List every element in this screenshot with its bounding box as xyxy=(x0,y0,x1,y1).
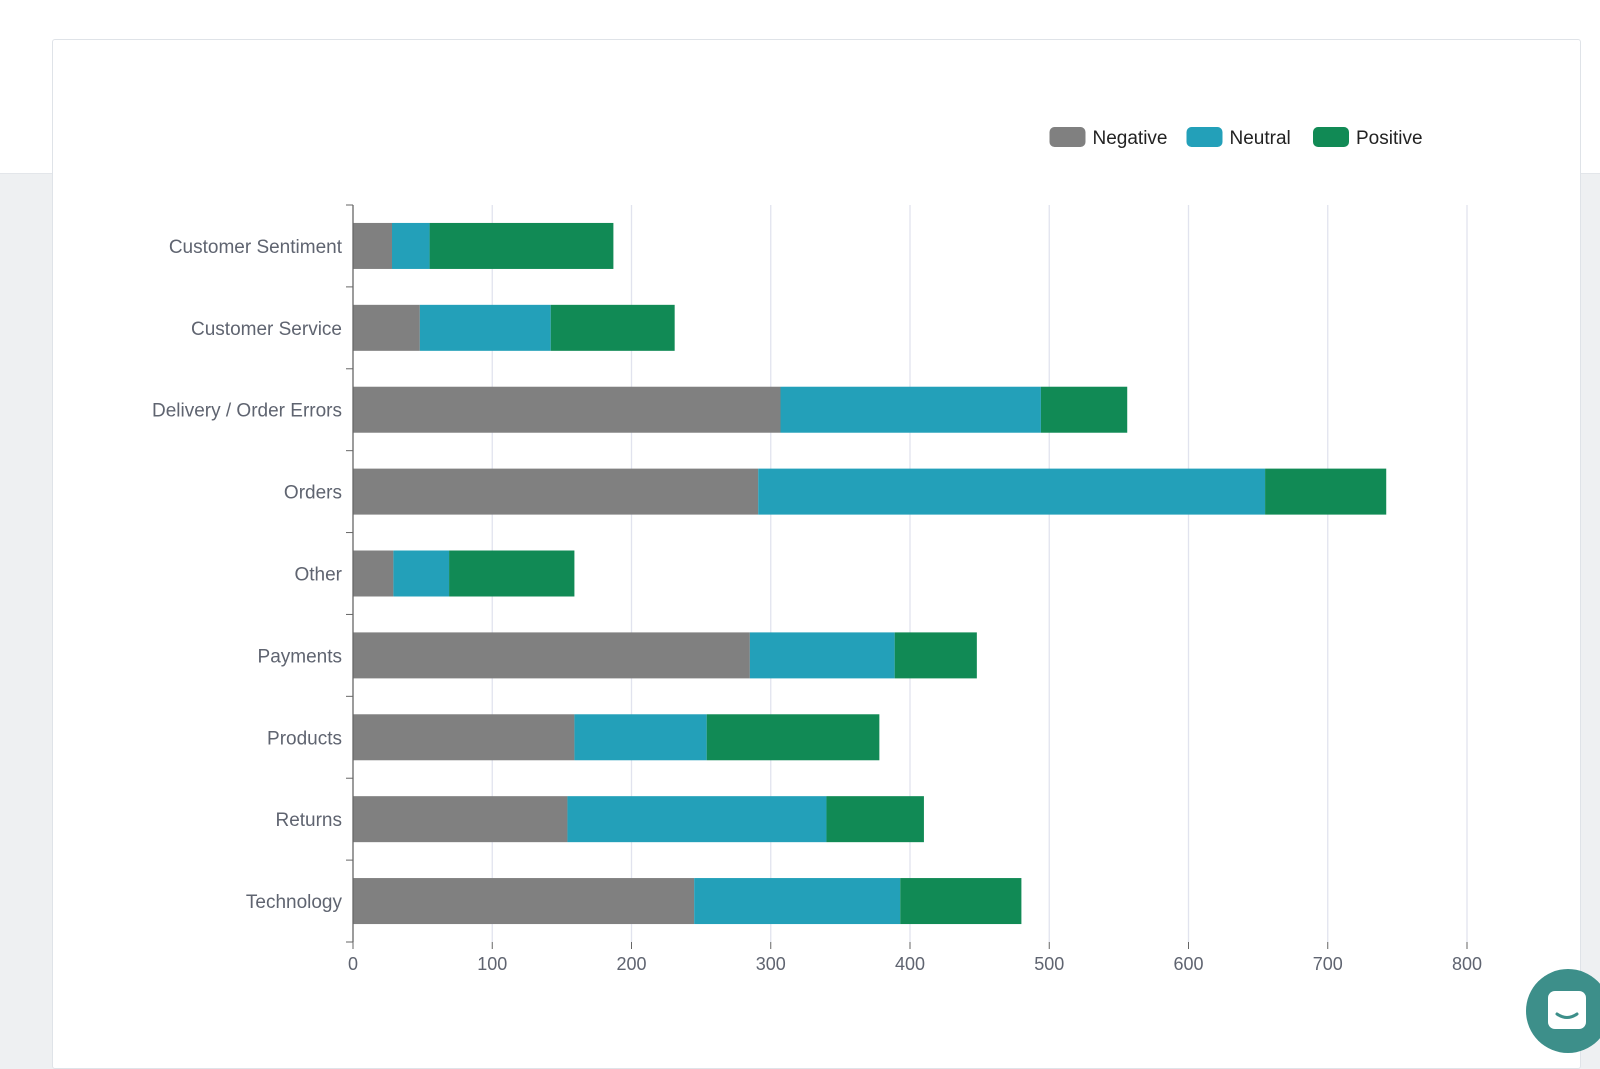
legend: Negative Neutral Positive xyxy=(1049,127,1423,149)
bar-neutral[interactable] xyxy=(780,386,1041,433)
axes xyxy=(346,204,1468,949)
bar-neutral[interactable] xyxy=(419,304,551,351)
x-tick-label: 800 xyxy=(1452,954,1482,974)
x-tick-label: 700 xyxy=(1313,954,1343,974)
bar-positive[interactable] xyxy=(1040,386,1128,433)
category-label: Customer Sentiment xyxy=(169,237,343,258)
chat-bubble-icon xyxy=(1548,991,1586,1029)
x-tick-label: 400 xyxy=(895,954,925,974)
x-tick-labels: 0 100 200 300 400 500 600 700 800 xyxy=(348,954,1482,974)
bar-negative[interactable] xyxy=(353,714,575,761)
x-tick-label: 0 xyxy=(348,954,358,974)
bar-negative[interactable] xyxy=(353,796,568,843)
bar-neutral[interactable] xyxy=(393,550,450,597)
category-labels: Customer Sentiment Customer Service Delive… xyxy=(152,237,343,913)
legend-label-positive[interactable]: Positive xyxy=(1356,128,1423,149)
bar-positive[interactable] xyxy=(429,222,614,269)
x-tick-label: 200 xyxy=(616,954,646,974)
bar-positive[interactable] xyxy=(826,796,924,843)
x-tick-label: 100 xyxy=(477,954,507,974)
bar-positive[interactable] xyxy=(706,714,880,761)
bar-neutral[interactable] xyxy=(567,796,827,843)
bar-positive[interactable] xyxy=(449,550,575,597)
x-tick-label: 500 xyxy=(1034,954,1064,974)
legend-swatch-positive xyxy=(1313,127,1349,147)
x-tick-label: 300 xyxy=(756,954,786,974)
bar-negative[interactable] xyxy=(353,222,392,269)
bar-negative[interactable] xyxy=(353,386,781,433)
bar-negative[interactable] xyxy=(353,304,420,351)
category-label: Orders xyxy=(284,483,342,504)
bar-neutral[interactable] xyxy=(749,632,895,679)
legend-swatch-negative xyxy=(1049,127,1086,147)
legend-label-negative[interactable]: Negative xyxy=(1093,128,1168,149)
bar-positive[interactable] xyxy=(1265,468,1387,515)
bar-positive[interactable] xyxy=(900,878,1022,925)
category-label: Returns xyxy=(275,810,342,831)
bar-negative[interactable] xyxy=(353,468,759,515)
bar-negative[interactable] xyxy=(353,550,394,597)
legend-swatch-neutral xyxy=(1186,127,1223,147)
category-label: Delivery / Order Errors xyxy=(152,401,342,422)
category-label: Products xyxy=(267,728,342,749)
bar-neutral[interactable] xyxy=(758,468,1266,515)
bar-positive[interactable] xyxy=(550,304,675,351)
bar-neutral[interactable] xyxy=(694,878,901,925)
legend-label-neutral[interactable]: Neutral xyxy=(1230,128,1291,149)
category-label: Technology xyxy=(246,892,343,913)
bar-neutral[interactable] xyxy=(391,222,430,269)
x-tick-label: 600 xyxy=(1173,954,1203,974)
category-label: Other xyxy=(294,565,342,586)
chat-launcher-button[interactable] xyxy=(1526,969,1600,1053)
bar-negative[interactable] xyxy=(353,878,695,925)
bars xyxy=(353,222,1387,925)
category-label: Customer Service xyxy=(191,319,342,340)
bar-neutral[interactable] xyxy=(574,714,707,761)
bar-negative[interactable] xyxy=(353,632,750,679)
category-label: Payments xyxy=(258,646,342,667)
bar-positive[interactable] xyxy=(894,632,977,679)
